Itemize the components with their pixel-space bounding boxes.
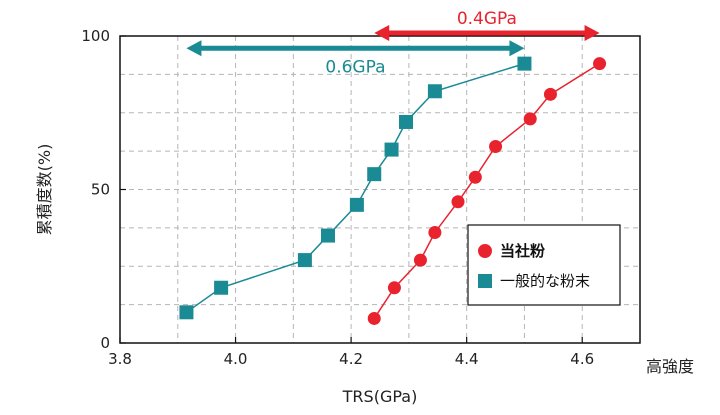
data-point-square [179, 305, 194, 320]
x-tick-label: 4.6 [570, 350, 594, 368]
data-point-circle [387, 281, 401, 295]
y-tick-label: 0 [100, 334, 110, 352]
range-arrow-2: 0.6GPa [186, 40, 525, 77]
data-point-square [427, 84, 442, 99]
x-tick-label: 4.0 [224, 350, 248, 368]
range-label: 0.4GPa [457, 9, 517, 29]
data-point-circle [523, 112, 537, 126]
data-point-square [517, 56, 532, 71]
data-point-circle [468, 170, 482, 184]
x-tick-label: 3.8 [108, 350, 132, 368]
x-tick-label: 4.2 [339, 350, 363, 368]
double-arrow-shape [374, 25, 600, 41]
data-point-circle [593, 57, 607, 71]
data-point-square [384, 142, 399, 157]
data-point-circle [489, 140, 503, 154]
legend-box [467, 224, 621, 306]
data-point-square [321, 228, 335, 243]
legend-marker-circle [478, 244, 492, 258]
range-arrow-1: 0.4GPa [374, 9, 600, 41]
annotation-layer: 0.4GPa 0.6GPa [186, 9, 600, 77]
legend-label: 一般的な粉末 [500, 272, 590, 290]
data-point-circle [543, 87, 557, 101]
series-line-2 [186, 62, 525, 313]
double-arrow-shape [186, 40, 525, 57]
y-axis-title: 累積度数(%) [35, 144, 54, 236]
series-line-1 [373, 62, 600, 319]
data-point-circle [428, 225, 442, 239]
data-point-circle [451, 195, 465, 209]
data-point-square [349, 197, 364, 212]
data-point-square [399, 114, 413, 129]
data-point-square [297, 253, 312, 268]
y-tick-label: 100 [81, 27, 110, 45]
axis-ticks: 3.8 4.0 4.2 4.4 4.6 0 50 100 [81, 27, 594, 368]
data-point-square [214, 280, 229, 295]
legend-label: 当社粉 [500, 242, 545, 260]
data-point-square [367, 167, 382, 182]
series-layer [179, 56, 607, 325]
x-tick-label: 4.4 [455, 350, 479, 368]
x-axis-title: TRS(GPa) [342, 387, 418, 406]
data-point-circle [367, 311, 381, 325]
x-axis-extra-label: 高強度 [646, 357, 694, 376]
range-label: 0.6GPa [325, 57, 385, 77]
y-tick-label: 50 [91, 181, 110, 199]
data-point-circle [413, 253, 427, 267]
legend-marker-square [478, 274, 492, 288]
